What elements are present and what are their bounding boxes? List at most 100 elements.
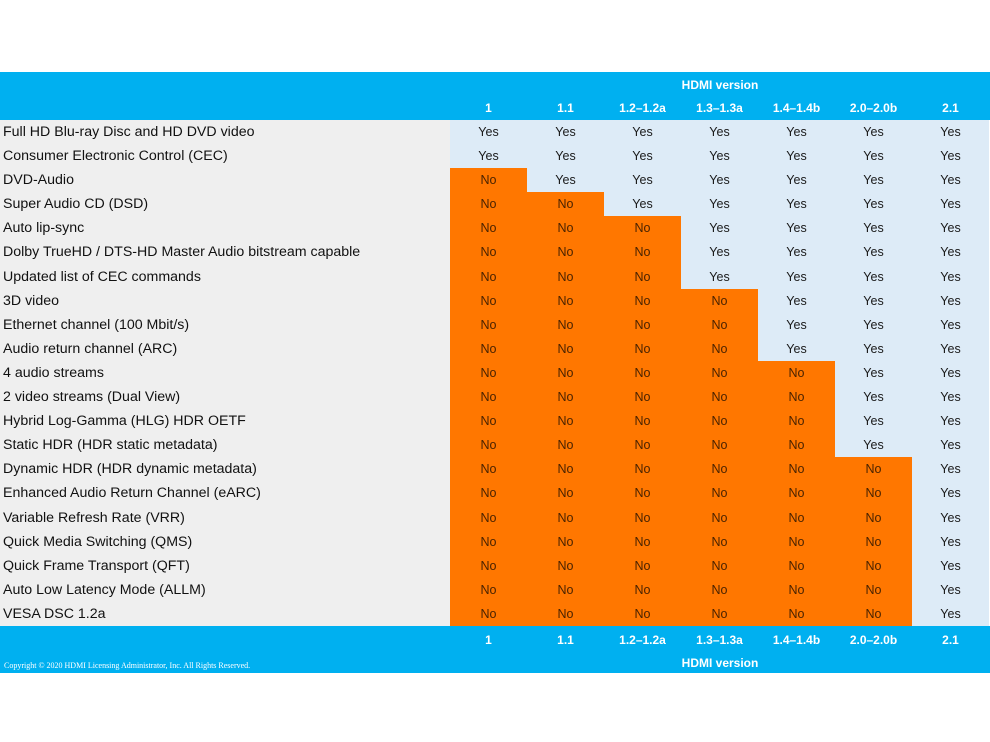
header-band: HDMI version 1 1.1 1.2–1.2a 1.3–1.3a 1.4–1.4… xyxy=(0,72,990,120)
support-cell: Yes xyxy=(527,144,604,169)
feature-label: 4 audio streams xyxy=(0,360,450,386)
support-cell: Yes xyxy=(912,240,989,265)
support-cell: No xyxy=(835,481,912,506)
support-cell: Yes xyxy=(912,481,989,506)
support-cell: No xyxy=(758,553,835,578)
support-cell: No xyxy=(450,312,527,337)
support-cell: Yes xyxy=(758,336,835,361)
support-cell: Yes xyxy=(912,505,989,530)
support-cell: No xyxy=(758,601,835,626)
support-cell: No xyxy=(450,240,527,265)
support-cell: Yes xyxy=(912,144,989,169)
support-cell: No xyxy=(758,529,835,554)
table-row: Audio return channel (ARC) No No No No Yes Yes… xyxy=(0,336,990,361)
support-cell: No xyxy=(835,601,912,626)
table-row: Updated list of CEC commands No No No Yes Yes… xyxy=(0,264,990,289)
support-cell: Yes xyxy=(835,168,912,193)
support-cell: No xyxy=(450,409,527,434)
support-cell: No xyxy=(604,553,681,578)
support-cell: No xyxy=(450,457,527,482)
feature-label: Auto Low Latency Mode (ALLM) xyxy=(0,577,450,602)
support-cell: No xyxy=(450,601,527,626)
support-cell: No xyxy=(835,505,912,530)
feature-label: Quick Frame Transport (QFT) xyxy=(0,553,450,578)
support-cell: Yes xyxy=(912,120,989,145)
support-cell: No xyxy=(450,481,527,506)
support-cell: Yes xyxy=(912,312,989,337)
support-cell: Yes xyxy=(912,336,989,361)
table-row: Auto lip-sync No No No Yes Yes Yes Yes xyxy=(0,216,990,241)
table-row: Super Audio CD (DSD) No No Yes Yes Yes Yes Yes xyxy=(0,192,990,217)
support-cell: No xyxy=(681,288,758,313)
support-cell: Yes xyxy=(835,192,912,217)
footer-version-0: 1 xyxy=(485,632,492,647)
feature-label: Auto lip-sync xyxy=(0,216,450,241)
support-cell: No xyxy=(527,481,604,506)
support-cell: No xyxy=(604,288,681,313)
feature-label: Updated list of CEC commands xyxy=(0,264,450,289)
support-cell: No xyxy=(604,433,681,458)
support-cell: No xyxy=(835,457,912,482)
support-cell: No xyxy=(527,192,604,217)
footer-version-5: 2.0–2.0b xyxy=(849,632,898,647)
support-cell: No xyxy=(681,409,758,434)
support-cell: No xyxy=(527,553,604,578)
support-cell: Yes xyxy=(912,457,989,482)
footer-version-6: 2.1 xyxy=(942,632,959,647)
support-cell: No xyxy=(758,385,835,410)
support-cell: No xyxy=(681,553,758,578)
table-row: 3D video No No No No Yes Yes Yes xyxy=(0,288,990,313)
table-body: Full HD Blu-ray Disc and HD DVD video Yes… xyxy=(0,120,990,626)
support-cell: No xyxy=(450,505,527,530)
feature-label: 3D video xyxy=(0,288,450,313)
feature-label: Consumer Electronic Control (CEC) xyxy=(0,144,450,169)
header-version-6: 2.1 xyxy=(942,101,959,115)
feature-label: Variable Refresh Rate (VRR) xyxy=(0,505,450,530)
support-cell: Yes xyxy=(527,168,604,193)
feature-label: Enhanced Audio Return Channel (eARC) xyxy=(0,481,450,506)
header-version-5: 2.0–2.0b xyxy=(849,101,898,115)
feature-label: Full HD Blu-ray Disc and HD DVD video xyxy=(0,120,450,145)
support-cell: Yes xyxy=(835,240,912,265)
support-cell: No xyxy=(450,385,527,410)
table-row: 2 video streams (Dual View) No No No No No Yes… xyxy=(0,385,990,410)
support-cell: No xyxy=(758,409,835,434)
support-cell: Yes xyxy=(912,168,989,193)
header-version-row: 1 1.1 1.2–1.2a 1.3–1.3a 1.4–1.4b 2.0–2.0b 2.1 xyxy=(450,101,989,115)
support-cell: No xyxy=(450,288,527,313)
support-cell: No xyxy=(450,264,527,289)
support-cell: No xyxy=(604,312,681,337)
support-cell: Yes xyxy=(835,385,912,410)
support-cell: Yes xyxy=(450,144,527,169)
feature-label: Super Audio CD (DSD) xyxy=(0,192,450,217)
table-row: Quick Media Switching (QMS) No No No No No No Y… xyxy=(0,529,990,554)
support-cell: No xyxy=(681,457,758,482)
table-row: Hybrid Log-Gamma (HLG) HDR OETF No No No No N… xyxy=(0,409,990,434)
support-cell: Yes xyxy=(681,144,758,169)
support-cell: No xyxy=(758,505,835,530)
feature-label: Ethernet channel (100 Mbit/s) xyxy=(0,312,450,337)
support-cell: No xyxy=(758,577,835,602)
support-cell: No xyxy=(604,601,681,626)
support-cell: No xyxy=(604,360,681,386)
support-cell: No xyxy=(450,433,527,458)
support-cell: Yes xyxy=(681,264,758,289)
support-cell: Yes xyxy=(758,264,835,289)
table-row: Static HDR (HDR static metadata) No No No No… xyxy=(0,433,990,458)
support-cell: No xyxy=(527,433,604,458)
table-row: VESA DSC 1.2a No No No No No No Yes xyxy=(0,601,990,626)
support-cell: No xyxy=(758,481,835,506)
footer-version-3: 1.3–1.3a xyxy=(696,632,743,647)
table-row: Consumer Electronic Control (CEC) Yes Yes Y… xyxy=(0,144,990,169)
support-cell: Yes xyxy=(604,120,681,145)
header-version-2: 1.2–1.2a xyxy=(619,101,666,115)
support-cell: No xyxy=(450,192,527,217)
support-cell: No xyxy=(450,168,527,193)
support-cell: Yes xyxy=(912,577,989,602)
support-cell: Yes xyxy=(912,360,989,386)
support-cell: No xyxy=(604,385,681,410)
footer-band: 1 1.1 1.2–1.2a 1.3–1.3a 1.4–1.4b 2.0–2.0b 2.1 … xyxy=(0,625,990,673)
support-cell: Yes xyxy=(912,601,989,626)
support-cell: No xyxy=(758,457,835,482)
support-cell: Yes xyxy=(604,168,681,193)
